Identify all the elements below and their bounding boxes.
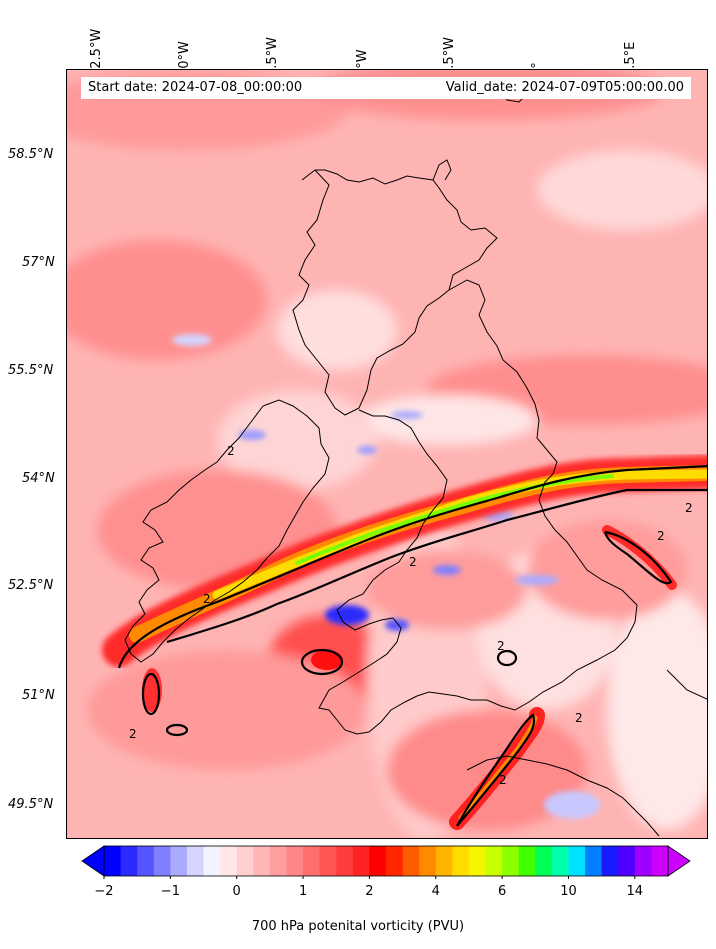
- colorbar-segment: [303, 846, 321, 876]
- colorbar-tick-label: 10: [560, 884, 577, 899]
- colorbar-segment: [104, 846, 122, 876]
- colorbar-segment: [170, 846, 188, 876]
- pv-2-contours: [117, 464, 707, 827]
- latitude-label: 52.5°N: [8, 578, 54, 593]
- colorbar-segment: [402, 846, 420, 876]
- contour-label: 2: [685, 501, 693, 515]
- colorbar-segment: [601, 846, 619, 876]
- colorbar-segment: [551, 846, 570, 876]
- latitude-label: 57°N: [22, 255, 55, 270]
- contour-label: 2: [657, 529, 665, 543]
- colorbar-segment: [502, 846, 520, 876]
- colorbar-segment: [253, 846, 271, 876]
- contour-label: 2: [129, 727, 137, 741]
- colorbar-segment: [535, 846, 553, 876]
- colorbar-segment: [336, 846, 354, 876]
- colorbar-tick-label: −2: [94, 884, 114, 899]
- colorbar-segment: [319, 846, 337, 876]
- colorbar-segment: [186, 846, 205, 876]
- latitude-label: 51°N: [22, 688, 55, 703]
- colorbar-segment: [352, 846, 371, 876]
- colorbar-tick-label: 0: [232, 884, 241, 899]
- contour-label: 2: [409, 555, 417, 569]
- colorbar-tick-label: −1: [160, 884, 180, 899]
- colorbar-segment: [419, 846, 437, 876]
- pv-field-shading: [67, 70, 707, 838]
- latitude-label: 55.5°N: [8, 363, 54, 378]
- colorbar-tick-label: 14: [626, 884, 644, 899]
- colorbar-segment: [269, 846, 288, 876]
- colorbar-segment: [568, 846, 586, 876]
- potential-vorticity-map: 2 2 2 2 2 2 2 2 2: [67, 70, 707, 838]
- coastlines: [124, 87, 707, 837]
- colorbar-segment: [153, 846, 171, 876]
- contour-label: 2: [497, 639, 505, 653]
- colorbar-segment: [386, 846, 404, 876]
- colorbar-segment: [435, 846, 453, 876]
- start-date-text: Start date: 2024-07-08_00:00:00: [88, 80, 303, 95]
- colorbar-tick-label: 2: [365, 884, 374, 899]
- colorbar-segment: [468, 846, 487, 876]
- colorbar: [81, 845, 691, 879]
- colorbar-segment: [220, 846, 238, 876]
- colorbar-segment: [236, 846, 254, 876]
- colorbar-segment: [120, 846, 138, 876]
- colorbar-segment: [618, 846, 636, 876]
- colorbar-segment: [651, 846, 669, 876]
- colorbar-segment: [203, 846, 221, 876]
- colorbar-segment: [585, 846, 603, 876]
- colorbar-tick-label: 1: [298, 884, 308, 899]
- contour-label: 2: [203, 592, 211, 606]
- latitude-label: 58.5°N: [8, 147, 54, 162]
- colorbar-segment: [137, 846, 155, 876]
- colorbar-extend-low: [81, 845, 105, 877]
- latitude-label: 54°N: [22, 471, 55, 486]
- colorbar-extend-high: [667, 845, 691, 877]
- contour-label: 2: [575, 711, 583, 725]
- contour-label: 2: [499, 773, 507, 787]
- latitude-label: 49.5°N: [8, 797, 54, 812]
- colorbar-segment: [634, 846, 653, 876]
- colorbar-outline: [103, 845, 669, 877]
- negative-pv-patches: [172, 334, 600, 819]
- date-banner: Start date: 2024-07-08_00:00:00 Valid_da…: [81, 77, 691, 99]
- contour-labels: 2 2 2 2 2 2 2 2 2: [129, 444, 693, 787]
- colorbar-segment: [485, 846, 503, 876]
- valid-date-text: Valid_date: 2024-07-09T05:00:00.00: [445, 80, 684, 95]
- colorbar-tick-label: 4: [431, 884, 440, 899]
- map-panel: 2 2 2 2 2 2 2 2 2: [66, 69, 708, 839]
- colorbar-segment: [369, 846, 387, 876]
- colorbar-segment: [452, 846, 470, 876]
- colorbar-segment: [518, 846, 536, 876]
- colorbar-tick-label: 6: [497, 884, 507, 899]
- colorbar-label: 700 hPa potenital vorticity (PVU): [251, 919, 465, 934]
- colorbar-segment: [286, 846, 304, 876]
- contour-label: 2: [227, 444, 235, 458]
